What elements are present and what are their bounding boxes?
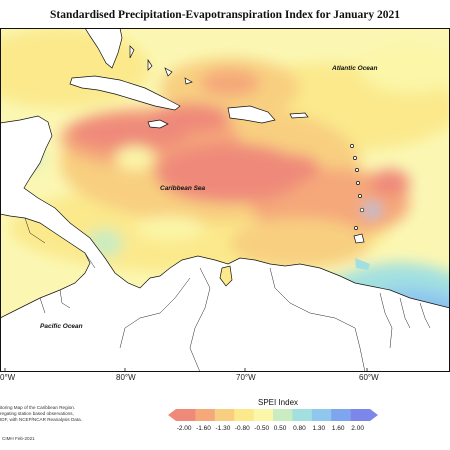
legend-cell bbox=[234, 409, 254, 421]
map-canvas: Atlantic Ocean Caribbean Sea Pacific Oce… bbox=[0, 28, 450, 372]
caribbean-sea-label: Caribbean Sea bbox=[160, 185, 206, 192]
legend-tick-label: -1.30 bbox=[215, 425, 231, 432]
longitude-label-60w: 60°W bbox=[359, 373, 379, 382]
longitude-ticks bbox=[4, 368, 368, 372]
longitude-label-70w: 70°W bbox=[236, 373, 256, 382]
legend-tick-label: -2.00 bbox=[176, 425, 192, 432]
legend-tick-label: 1.60 bbox=[331, 425, 345, 432]
legend-cell bbox=[331, 409, 351, 421]
legend-arrow-left bbox=[168, 409, 176, 421]
legend-tick-label: -1.60 bbox=[196, 425, 211, 432]
legend-tick-label: -0.50 bbox=[254, 425, 270, 432]
legend-cell bbox=[292, 409, 313, 421]
legend-tick-label: 2.00 bbox=[351, 425, 364, 432]
spei-map: Atlantic Ocean Caribbean Sea Pacific Oce… bbox=[0, 28, 450, 372]
atlantic-ocean-label: Atlantic Ocean bbox=[331, 65, 378, 72]
legend-cell bbox=[273, 409, 293, 421]
country-borders bbox=[24, 217, 431, 372]
credit-line-2: regating station based observations, bbox=[0, 411, 74, 416]
legend-tick-label: -0.80 bbox=[234, 425, 250, 432]
credit-line-4: CIMH Feb-2021 bbox=[2, 436, 35, 441]
longitude-label-90w: 0°W bbox=[0, 373, 16, 382]
credit-line-3: IDF, with NCEP/NCAR Reanalysis Data. bbox=[0, 417, 82, 422]
legend-cell bbox=[350, 409, 371, 421]
pacific-ocean-label: Pacific Ocean bbox=[40, 323, 83, 330]
legend-tick-label: 1.30 bbox=[312, 425, 326, 432]
legend-cell bbox=[176, 409, 196, 421]
legend-tick-label: 0.80 bbox=[293, 425, 306, 432]
legend-cell bbox=[253, 409, 274, 421]
legend-cell bbox=[195, 409, 216, 421]
legend-cell bbox=[311, 409, 332, 421]
legend-colorbar bbox=[168, 409, 378, 421]
legend-title: SPEI Index bbox=[258, 398, 299, 407]
legend-arrow-right bbox=[370, 409, 378, 421]
landmass bbox=[0, 28, 450, 372]
legend-tick-label: 0.50 bbox=[273, 425, 287, 432]
map-title: Standardised Precipitation-Evapotranspir… bbox=[49, 9, 401, 21]
longitude-label-80w: 80°W bbox=[116, 373, 136, 382]
credit-line-1: itoring Map of the Caribbean Region. bbox=[0, 405, 76, 410]
legend-cell bbox=[214, 409, 235, 421]
